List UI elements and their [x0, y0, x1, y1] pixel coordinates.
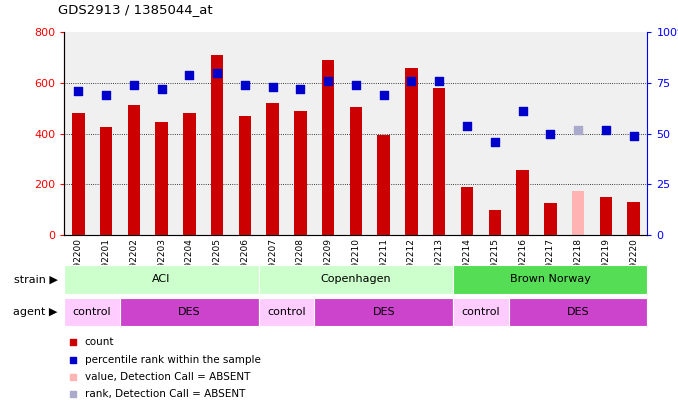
Bar	[315, 298, 453, 326]
Text: agent ▶: agent ▶	[14, 307, 58, 317]
Bar	[378, 135, 390, 235]
Text: percentile rank within the sample: percentile rank within the sample	[85, 355, 261, 364]
Bar	[64, 265, 259, 294]
Bar	[239, 116, 251, 235]
Point	[573, 126, 584, 133]
Text: Brown Norway: Brown Norway	[510, 275, 591, 284]
Bar	[294, 111, 306, 235]
Text: ACI: ACI	[153, 275, 171, 284]
Bar	[259, 298, 315, 326]
Point	[212, 70, 222, 76]
Point	[68, 339, 79, 346]
Bar	[508, 298, 647, 326]
Bar	[211, 55, 223, 235]
Point	[73, 88, 83, 94]
Text: DES: DES	[178, 307, 201, 317]
Text: DES: DES	[372, 307, 395, 317]
Point	[629, 132, 639, 139]
Bar	[599, 197, 612, 235]
Point	[68, 391, 79, 397]
Point	[68, 356, 79, 363]
Bar	[183, 113, 195, 235]
Bar	[259, 265, 453, 294]
Point	[434, 78, 445, 84]
Text: control: control	[267, 307, 306, 317]
Point	[545, 130, 556, 137]
Bar	[572, 191, 584, 235]
Point	[517, 108, 528, 115]
Point	[378, 92, 389, 98]
Text: rank, Detection Call = ABSENT: rank, Detection Call = ABSENT	[85, 389, 245, 399]
Point	[462, 122, 473, 129]
Point	[267, 84, 278, 90]
Point	[239, 82, 250, 88]
Point	[68, 373, 79, 380]
Point	[601, 126, 612, 133]
Bar	[155, 122, 168, 235]
Point	[184, 72, 195, 78]
Bar	[350, 107, 362, 235]
Bar	[461, 187, 473, 235]
Text: GDS2913 / 1385044_at: GDS2913 / 1385044_at	[58, 3, 212, 16]
Bar	[627, 202, 640, 235]
Bar	[544, 203, 557, 235]
Text: count: count	[85, 337, 115, 347]
Text: strain ▶: strain ▶	[14, 275, 58, 284]
Point	[156, 86, 167, 92]
Bar	[127, 104, 140, 235]
Point	[128, 82, 139, 88]
Text: DES: DES	[567, 307, 589, 317]
Text: value, Detection Call = ABSENT: value, Detection Call = ABSENT	[85, 372, 250, 382]
Bar	[266, 103, 279, 235]
Text: control: control	[462, 307, 500, 317]
Bar	[64, 298, 120, 326]
Point	[323, 78, 334, 84]
Text: control: control	[73, 307, 111, 317]
Point	[295, 86, 306, 92]
Bar	[72, 113, 85, 235]
Bar	[100, 127, 113, 235]
Bar	[517, 171, 529, 235]
Bar	[453, 265, 647, 294]
Point	[351, 82, 361, 88]
Bar	[433, 88, 445, 235]
Bar	[453, 298, 508, 326]
Bar	[120, 298, 259, 326]
Point	[100, 92, 111, 98]
Text: Copenhagen: Copenhagen	[321, 275, 391, 284]
Bar	[322, 60, 334, 235]
Bar	[489, 210, 501, 235]
Point	[406, 78, 417, 84]
Bar	[405, 68, 418, 235]
Point	[490, 139, 500, 145]
